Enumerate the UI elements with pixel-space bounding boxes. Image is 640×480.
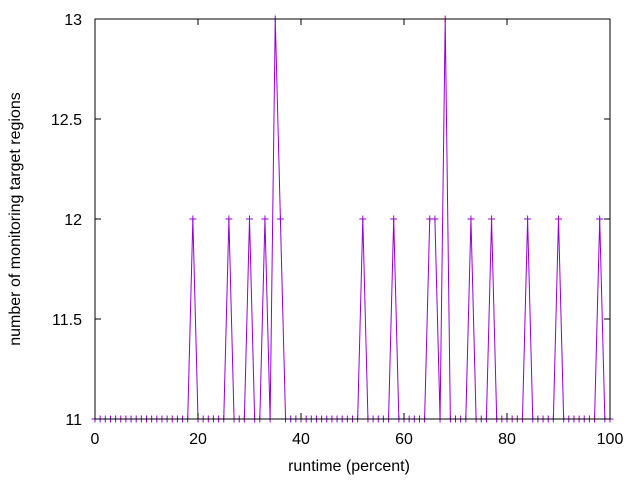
data-point [359,215,367,223]
x-tick-label: 20 [189,431,207,448]
x-tick-label: 60 [395,431,413,448]
x-tick-label: 40 [292,431,310,448]
y-axis-label: number of monitoring target regions [7,92,24,345]
y-axis: 11 11.5 12 12.5 13 [51,12,610,429]
data-point [390,215,398,223]
y-tick-label: 13 [64,12,82,29]
data-point [261,215,269,223]
y-tick-label: 12.5 [51,112,82,129]
y-tick-label: 11 [65,412,82,429]
series-layer [91,15,614,423]
data-point [524,215,532,223]
x-tick-label: 100 [597,431,624,448]
data-point [488,215,496,223]
data-point [246,215,253,223]
y-tick-label: 11.5 [52,312,82,329]
y-tick-label: 12 [64,212,82,229]
plot-frame [94,18,611,420]
data-point [555,215,562,223]
x-tick-label: 80 [498,431,516,448]
series-line [95,18,610,420]
data-point [225,215,233,223]
data-point [431,215,439,223]
x-tick-label: 0 [91,431,100,448]
data-point [189,215,197,223]
data-point [467,215,475,223]
data-point [596,215,604,223]
x-axis: 0 20 40 60 80 100 [91,19,624,448]
x-axis-label: runtime (percent) [288,458,410,475]
data-point [276,215,284,223]
